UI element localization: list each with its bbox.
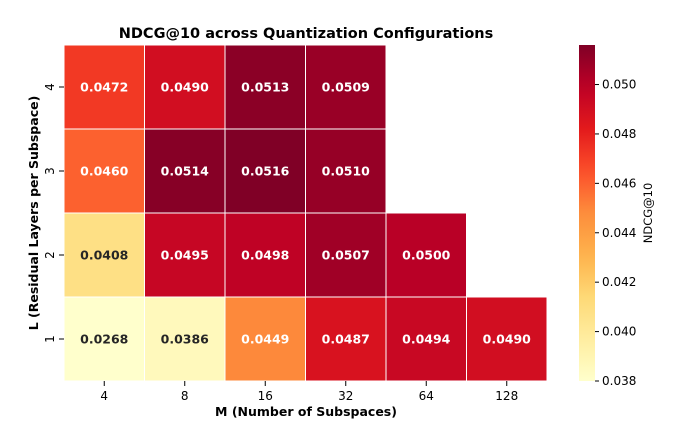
heatmap-cell: [305, 296, 387, 382]
cell-value-label: 0.0472: [80, 80, 128, 95]
cell-value-label: 0.0510: [322, 164, 371, 179]
colorbar-label: NDCG@10: [641, 183, 655, 244]
cell-value-label: 0.0408: [80, 248, 128, 263]
cell-value-label: 0.0509: [322, 80, 370, 95]
cell-value-label: 0.0494: [402, 332, 451, 347]
colorbar-gradient: [579, 45, 595, 381]
colorbar-tick-label: 0.050: [602, 78, 636, 92]
y-tick-label: 4: [43, 83, 57, 91]
heatmap-cell: [305, 44, 387, 130]
x-tick-label: 128: [495, 389, 518, 403]
cell-value-label: 0.0268: [80, 332, 128, 347]
heatmap-cell: [144, 212, 226, 298]
colorbar-tick-label: 0.042: [602, 275, 636, 289]
cell-value-label: 0.0386: [161, 332, 210, 347]
x-axis-label: M (Number of Subspaces): [215, 404, 397, 419]
cell-value-label: 0.0513: [241, 80, 289, 95]
colorbar: 0.038 0.040 0.042 0.044 0.046 0.048 0.050: [579, 45, 636, 388]
heatmap-cell: [466, 296, 548, 382]
cell-value-label: 0.0449: [241, 332, 289, 347]
colorbar-tick-label: 0.040: [602, 325, 636, 339]
x-tick-label: 16: [258, 389, 273, 403]
x-tick-label: 8: [181, 389, 189, 403]
cell-value-label: 0.0500: [402, 248, 451, 263]
heatmap-cell: [144, 44, 226, 130]
x-tick-label: 4: [100, 389, 108, 403]
heatmap-cell: [63, 128, 145, 214]
heatmap-cell: [224, 296, 306, 382]
heatmap-cell: [63, 296, 145, 382]
heatmap-cell: [224, 44, 306, 130]
x-tick-label: 64: [419, 389, 434, 403]
cell-value-label: 0.0516: [241, 164, 290, 179]
colorbar-tick-label: 0.038: [602, 374, 636, 388]
cell-value-label: 0.0460: [80, 164, 129, 179]
colorbar-tick-label: 0.044: [602, 226, 636, 240]
heatmap-cell: [305, 212, 387, 298]
heatmap-cell: [63, 44, 145, 130]
y-tick-label: 3: [43, 167, 57, 175]
heatmap-cells: 0.0472 0.0490 0.0513 0.0509 0.0460 0.0514 0.05…: [63, 44, 548, 382]
heatmap-cell: [385, 296, 467, 382]
x-axis-ticks: 4 8 16 32 64 128: [100, 381, 518, 403]
y-tick-label: 1: [43, 335, 57, 343]
chart-title: NDCG@10 across Quantization Configuratio…: [119, 26, 494, 42]
heatmap-cell: [144, 128, 226, 214]
colorbar-tick-label: 0.048: [602, 127, 636, 141]
cell-value-label: 0.0490: [483, 332, 532, 347]
heatmap-cell: [305, 128, 387, 214]
cell-value-label: 0.0498: [241, 248, 289, 263]
cell-value-label: 0.0495: [161, 248, 209, 263]
heatmap-cell: [385, 212, 467, 298]
y-axis-ticks: 4 3 2 1: [43, 83, 64, 343]
cell-value-label: 0.0507: [322, 248, 370, 263]
y-tick-label: 2: [43, 251, 57, 259]
y-axis-label: L (Residual Layers per Subspace): [26, 96, 41, 331]
cell-value-label: 0.0490: [161, 80, 210, 95]
cell-value-label: 0.0514: [161, 164, 210, 179]
cell-value-label: 0.0487: [322, 332, 370, 347]
x-tick-label: 32: [338, 389, 353, 403]
colorbar-tick-label: 0.046: [602, 176, 636, 190]
